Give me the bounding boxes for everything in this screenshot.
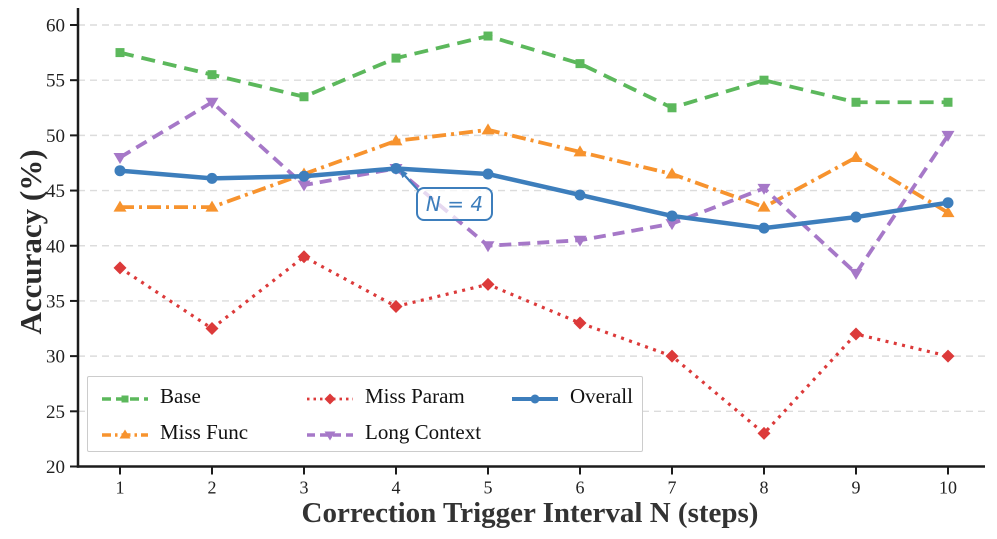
- series-base: [115, 31, 953, 113]
- x-tick-label: 2: [208, 478, 217, 498]
- y-tick-label: 30: [46, 347, 65, 368]
- legend-glyph-miss-func-icon: [101, 424, 149, 440]
- x-tick-label: 5: [484, 478, 493, 498]
- annotation-n4: N = 4: [416, 187, 493, 221]
- x-tick-label: 1: [116, 478, 125, 498]
- series-miss-param: [113, 250, 955, 440]
- y-tick-label: 55: [46, 71, 65, 92]
- legend-item-miss-param: Miss Param: [306, 381, 465, 411]
- x-tick-label: 10: [939, 478, 957, 498]
- legend-label-base: Base: [160, 383, 201, 408]
- x-tick-label: 6: [576, 478, 585, 498]
- y-tick-label: 40: [46, 236, 65, 257]
- x-tick-label: 9: [852, 478, 861, 498]
- y-tick-label: 60: [46, 16, 65, 37]
- legend-item-long-context: Long Context: [306, 417, 481, 447]
- annotation-n4-label: N = 4: [425, 192, 484, 216]
- x-tick-label: 8: [760, 478, 769, 498]
- legend-item-overall: Overall: [511, 381, 633, 411]
- series-miss-func: [113, 123, 955, 218]
- y-tick-label: 50: [46, 126, 65, 147]
- series-long-context: [113, 97, 955, 280]
- y-tick-label: 20: [46, 457, 65, 478]
- y-tick-label: 25: [46, 402, 65, 423]
- legend: Base Miss Func Miss Param Long Context O…: [87, 376, 643, 452]
- legend-label-miss-func: Miss Func: [160, 419, 249, 444]
- legend-label-miss-param: Miss Param: [365, 383, 465, 408]
- legend-glyph-long-context-icon: [306, 424, 354, 441]
- legend-glyph-overall-icon: [511, 388, 559, 404]
- y-tick-label: 35: [46, 291, 65, 312]
- legend-item-miss-func: Miss Func: [101, 417, 248, 447]
- x-tick-label: 3: [300, 478, 309, 498]
- legend-item-base: Base: [101, 381, 201, 411]
- x-tick-label: 7: [668, 478, 677, 498]
- legend-label-long-context: Long Context: [365, 419, 482, 444]
- legend-label-overall: Overall: [570, 383, 633, 408]
- x-tick-label: 4: [392, 478, 401, 498]
- annotation-arrow-icon: [399, 168, 419, 191]
- series-overall: [114, 162, 954, 234]
- y-tick-label: 45: [46, 181, 65, 202]
- y-axis-label: Accuracy (%): [13, 149, 48, 335]
- x-axis-label: Correction Trigger Interval N (steps): [301, 497, 759, 529]
- legend-glyph-base-icon: [101, 388, 149, 404]
- legend-glyph-miss-param-icon: [306, 388, 354, 405]
